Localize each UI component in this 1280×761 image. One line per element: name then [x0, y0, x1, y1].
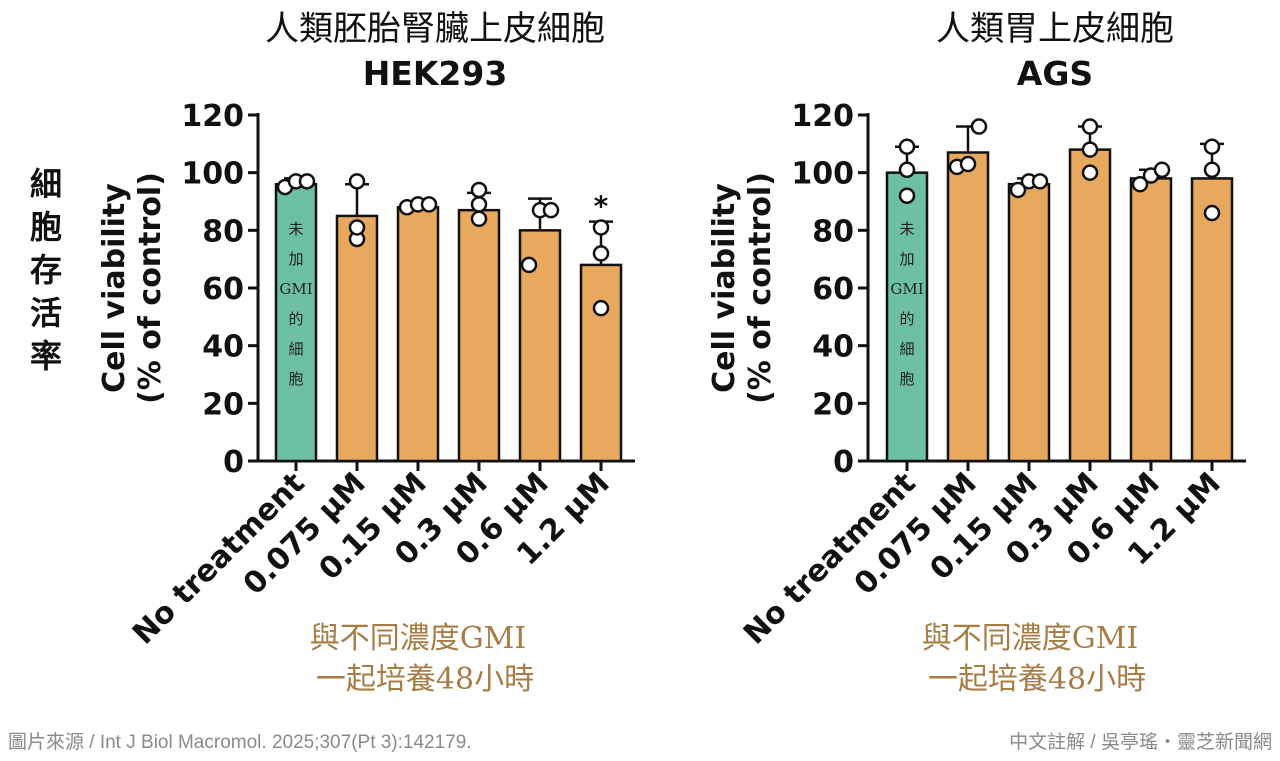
- data-point: [592, 245, 610, 262]
- side-label-char: 活: [30, 294, 62, 332]
- data-point: [1031, 173, 1049, 190]
- chart-title: 人類胃上皮細胞: [936, 9, 1174, 49]
- chart-hek293: 人類胚胎腎臟上皮細胞 HEK293 Cell viability(% of cont…: [97, 9, 635, 652]
- bar: [1129, 177, 1173, 463]
- data-point: [420, 196, 438, 213]
- condition-note-line: 與不同濃度GMI: [310, 621, 527, 656]
- y-tick-label: 40: [202, 330, 244, 365]
- side-label-char: 細: [30, 165, 62, 203]
- y-tick-label: 80: [202, 214, 244, 249]
- y-tick-label: 40: [812, 330, 854, 365]
- control-bar-note: 胞: [288, 370, 303, 388]
- data-point: [348, 219, 366, 236]
- bar: [1007, 182, 1051, 463]
- y-tick-label: 120: [181, 99, 244, 134]
- data-point: [470, 210, 488, 228]
- bar: [396, 206, 440, 463]
- data-point: [1081, 164, 1099, 181]
- data-point: [1203, 161, 1221, 179]
- control-bar-note: 加: [288, 250, 303, 268]
- bar: [1190, 177, 1234, 463]
- condition-notes: 與不同濃度GMI 一起培養48小時 與不同濃度GMI 一起培養48小時: [310, 621, 1146, 697]
- chart-ags: 人類胃上皮細胞 AGS Cell viability(% of control) 0 2…: [707, 9, 1246, 652]
- data-point: [542, 201, 560, 219]
- data-point: [592, 299, 610, 317]
- control-bar-note: 細: [288, 340, 303, 358]
- data-point: [348, 173, 366, 190]
- data-point: [1203, 138, 1221, 155]
- y-tick-label: 120: [791, 99, 854, 134]
- control-bar-note: 的: [288, 310, 303, 328]
- data-point: [1203, 204, 1221, 222]
- control-bar-note: 加: [899, 250, 914, 268]
- data-point: [959, 155, 977, 173]
- side-label-char: 存: [30, 251, 62, 289]
- y-tick-label: 100: [791, 157, 854, 192]
- y-tick-label: 20: [812, 387, 854, 422]
- bar: [457, 208, 501, 463]
- control-bar-note: 未: [288, 220, 303, 238]
- side-label-char: 率: [30, 337, 62, 375]
- data-point: [898, 161, 916, 179]
- y-tick-label: 80: [812, 214, 854, 249]
- data-point: [898, 138, 916, 155]
- y-tick-label: 100: [181, 157, 244, 192]
- data-point: [1081, 118, 1099, 135]
- control-bar-note: 胞: [899, 370, 914, 388]
- data-point: [970, 118, 988, 135]
- data-point: [592, 219, 610, 236]
- bar: [1068, 148, 1112, 463]
- control-bar-note: 未: [899, 220, 914, 238]
- significance-marker: *: [594, 190, 609, 223]
- data-point: [298, 173, 316, 190]
- y-tick-label: 0: [223, 445, 244, 480]
- control-bar-note: 細: [899, 340, 914, 358]
- data-point: [1009, 181, 1027, 199]
- data-point: [520, 256, 538, 274]
- y-axis-label: Cell viability(% of control): [97, 172, 168, 404]
- condition-note-line: 一起培養48小時: [316, 662, 534, 697]
- y-axis-label: Cell viability(% of control): [707, 172, 778, 404]
- control-bar-note: GMI: [279, 280, 312, 298]
- chart-title: 人類胚胎腎臟上皮細胞: [265, 9, 605, 49]
- y-axis-label-line: Cell viability: [97, 183, 132, 393]
- y-tick-label: 0: [833, 445, 854, 480]
- y-axis-label-line: (% of control): [743, 172, 778, 404]
- bar: [335, 214, 379, 463]
- bar: [274, 182, 318, 463]
- control-bar-note: GMI: [890, 280, 923, 298]
- data-point: [898, 187, 916, 204]
- data-point: [470, 196, 488, 213]
- data-point: [1081, 141, 1099, 158]
- y-tick-label: 20: [202, 387, 244, 422]
- data-point: [1131, 175, 1149, 193]
- control-bar-note: 的: [899, 310, 914, 328]
- bar: [579, 263, 623, 463]
- data-point: [1153, 161, 1171, 179]
- y-tick-label: 60: [202, 272, 244, 307]
- bar: [946, 151, 990, 463]
- footer-source: 圖片來源 / Int J Biol Macromol. 2025;307(Pt …: [8, 731, 472, 753]
- condition-note-line: 與不同濃度GMI: [922, 621, 1139, 656]
- chart-subtitle: AGS: [1017, 54, 1093, 93]
- side-label-char: 胞: [30, 208, 62, 246]
- chart-subtitle: HEK293: [363, 54, 508, 93]
- y-axis-label-line: Cell viability: [707, 183, 742, 393]
- y-tick-label: 60: [812, 272, 854, 307]
- condition-note-line: 一起培養48小時: [928, 662, 1146, 697]
- y-axis-label-line: (% of control): [133, 172, 168, 404]
- footer-credit: 中文註解 / 吳亭瑤・靈芝新聞網: [1009, 731, 1272, 753]
- data-point: [470, 181, 488, 199]
